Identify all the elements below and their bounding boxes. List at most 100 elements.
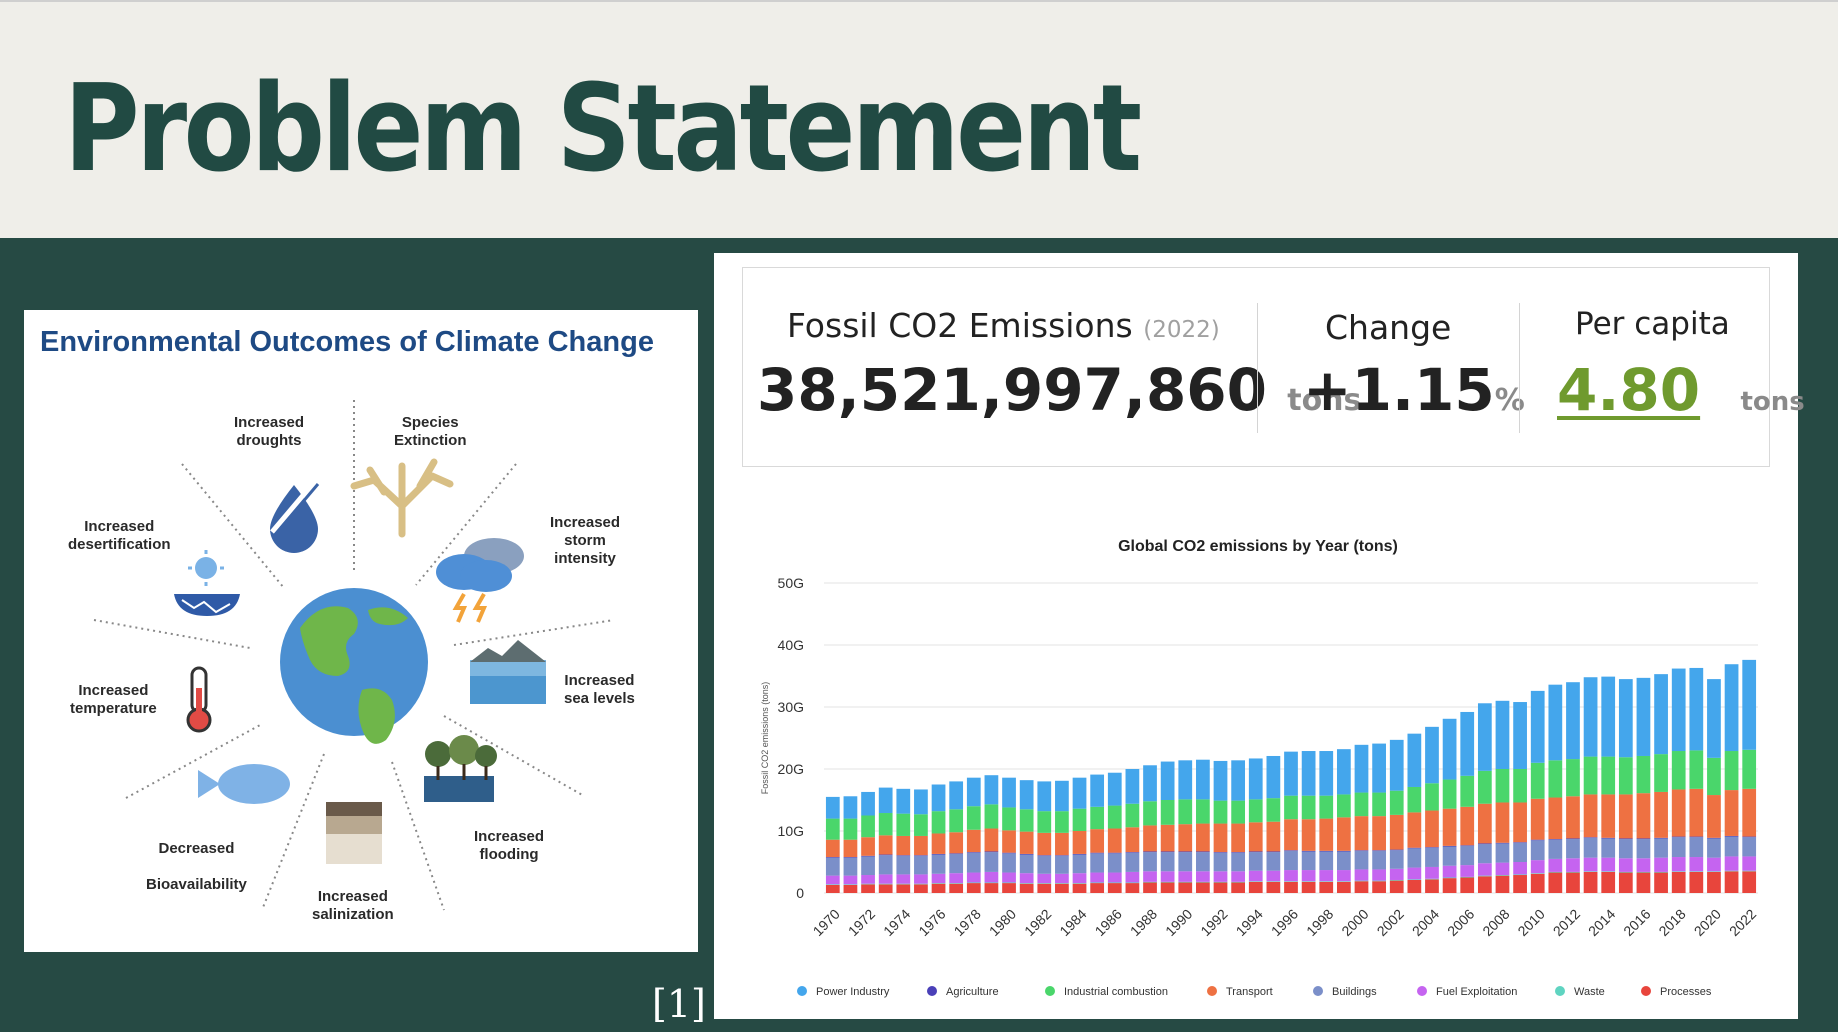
bar-segment xyxy=(1055,855,1069,856)
legend-label: Transport xyxy=(1226,986,1273,998)
bar-segment xyxy=(1019,883,1034,884)
bar-segment xyxy=(1407,879,1422,893)
bar-segment xyxy=(1689,788,1704,837)
label-temperature: Increased temperature xyxy=(70,682,157,717)
bar-segment xyxy=(1566,759,1580,797)
bar-segment xyxy=(1055,883,1069,884)
bar-segment xyxy=(1354,850,1369,851)
bar-segment xyxy=(878,854,893,856)
bar-segment xyxy=(966,852,981,853)
legend-marker xyxy=(1207,986,1217,996)
thermometer-icon xyxy=(186,666,212,733)
bar-segment xyxy=(1231,881,1246,883)
bar-segment xyxy=(1107,883,1122,893)
bar-segment xyxy=(966,883,981,893)
bar-segment xyxy=(1178,852,1193,872)
coral-icon xyxy=(350,458,454,538)
y-tick-label: 30G xyxy=(778,699,804,715)
bar-segment xyxy=(1618,679,1633,758)
bar-segment xyxy=(1601,871,1616,872)
bar-segment xyxy=(878,855,893,875)
bar-segment xyxy=(1460,877,1475,893)
bar-segment xyxy=(931,854,946,874)
bar-segment xyxy=(1654,871,1668,873)
bar-segment xyxy=(931,784,946,812)
bar-segment xyxy=(1354,880,1369,882)
y-tick-label: 40G xyxy=(778,637,804,653)
bar-segment xyxy=(949,883,964,884)
bar-segment xyxy=(1284,795,1298,820)
bar-segment xyxy=(1160,882,1175,893)
bar-segment xyxy=(1460,711,1475,776)
bar-segment xyxy=(1196,823,1210,852)
bar-segment xyxy=(1671,871,1686,893)
bar-segment xyxy=(1143,851,1157,853)
earth-globe-icon xyxy=(280,588,428,744)
bar-segment xyxy=(1125,852,1140,872)
bar-segment xyxy=(1213,852,1228,872)
bar-segment xyxy=(949,873,964,884)
bar-segment xyxy=(1513,875,1527,893)
bar-segment xyxy=(1707,795,1721,838)
bar-segment xyxy=(1742,836,1757,838)
bar-segment xyxy=(1372,792,1386,817)
bar-segment xyxy=(1477,770,1492,804)
bar-segment xyxy=(1477,875,1492,877)
bar-segment xyxy=(1160,871,1175,882)
bar-segment xyxy=(931,883,946,884)
bar-segment xyxy=(1495,862,1510,876)
flooded-trees-icon xyxy=(424,735,497,802)
bar-segment xyxy=(1601,838,1616,858)
soil-layers-icon xyxy=(326,802,382,864)
bar-segment xyxy=(1160,852,1175,872)
bar-segment xyxy=(1354,869,1369,881)
bar-segment xyxy=(1231,871,1246,882)
x-tick-label: 2020 xyxy=(1691,906,1724,939)
bar-segment xyxy=(1037,855,1052,874)
legend-marker xyxy=(1313,986,1323,996)
bar-segment xyxy=(1513,874,1527,876)
bar-segment xyxy=(825,857,840,876)
bar-segment xyxy=(1407,812,1422,848)
bar-segment xyxy=(896,788,911,814)
x-tick-label: 1992 xyxy=(1197,906,1230,939)
bar-segment xyxy=(1196,881,1210,883)
bar-segment xyxy=(949,883,964,893)
bar-segment xyxy=(984,883,999,893)
bar-segment xyxy=(949,853,964,874)
bar-segment xyxy=(1019,831,1034,854)
bar-segment xyxy=(1072,853,1087,855)
bar-segment xyxy=(984,775,999,805)
bar-segment xyxy=(1583,837,1598,838)
bar-segment xyxy=(1548,871,1563,873)
bar-segment xyxy=(1671,857,1686,872)
bar-segment xyxy=(1354,816,1369,851)
bar-segment xyxy=(1266,852,1281,871)
bar-segment xyxy=(1724,871,1739,893)
bar-segment xyxy=(1442,846,1457,866)
bar-segment xyxy=(825,818,840,840)
bar-segment xyxy=(1742,749,1757,789)
bar-segment xyxy=(1583,837,1598,858)
bar-segment xyxy=(1002,830,1016,853)
bar-segment xyxy=(1143,881,1157,883)
legend-marker xyxy=(797,986,807,996)
bar-segment xyxy=(1530,762,1545,799)
label-droughts: Increased droughts xyxy=(234,414,305,449)
bar-segment xyxy=(949,832,964,854)
bar-segment xyxy=(825,796,840,819)
bar-segment xyxy=(843,884,858,893)
bar-segment xyxy=(1442,877,1457,879)
bar-segment xyxy=(1319,881,1334,882)
x-tick-label: 1996 xyxy=(1268,906,1301,939)
bar-segment xyxy=(1319,818,1334,851)
sun-cracked-ground-icon xyxy=(174,550,240,616)
x-tick-label: 1974 xyxy=(880,906,913,939)
legend-marker xyxy=(1045,986,1055,996)
bar-segment xyxy=(1548,839,1563,859)
bar-segment xyxy=(1301,751,1316,796)
bar-segment xyxy=(1354,881,1369,893)
bar-segment xyxy=(1178,824,1193,852)
bar-segment xyxy=(843,818,858,840)
bar-segment xyxy=(914,855,928,875)
